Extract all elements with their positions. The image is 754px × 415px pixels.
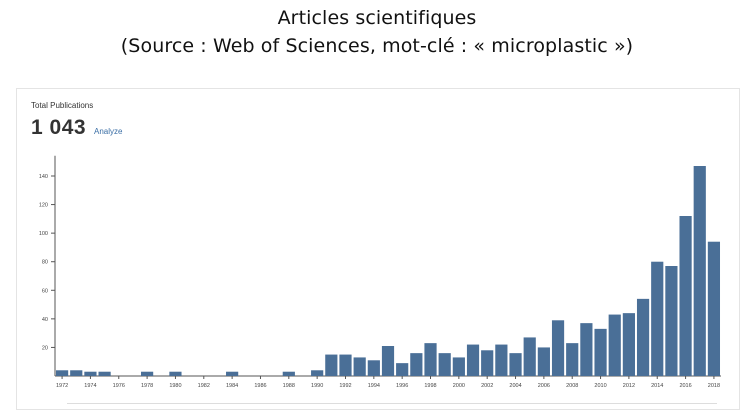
x-tick-label: 1976 (113, 383, 125, 389)
x-tick-label: 1974 (84, 383, 96, 389)
bar-2014 (651, 261, 664, 376)
bar-1975 (98, 371, 111, 376)
x-tick-label: 2004 (509, 383, 521, 389)
x-tick-label: 2002 (481, 383, 493, 389)
x-tick-label: 2006 (538, 383, 550, 389)
bar-2001 (466, 344, 480, 376)
bar-1995 (381, 346, 395, 376)
bar-2000 (452, 357, 465, 376)
bar-1984 (226, 371, 239, 376)
x-tick-label: 2000 (453, 383, 465, 389)
x-tick-label: 2008 (566, 383, 578, 389)
y-tick-label: 60 (42, 288, 48, 294)
bar-1972 (55, 370, 69, 376)
bar-2003 (495, 344, 508, 376)
x-tick-label: 2018 (708, 383, 720, 389)
x-tick-label: 1994 (368, 383, 380, 389)
bar-1974 (84, 371, 97, 376)
total-publications-value: 1 043 (31, 116, 87, 139)
bar-2015 (665, 266, 678, 376)
publications-panel: Total Publications 1 043 Analyze 20 40 60 8… (16, 88, 740, 410)
bar-2017 (693, 166, 706, 376)
bar-2008 (566, 343, 579, 376)
bar-2012 (622, 313, 635, 376)
bar-1980 (169, 371, 182, 376)
bar-1978 (141, 371, 154, 376)
bar-2016 (679, 216, 692, 376)
bar-2005 (523, 337, 536, 376)
x-tick-label: 1972 (56, 383, 68, 389)
bar-1988 (282, 371, 295, 376)
slide-title-block: Articles scientifiques (Source : Web of … (0, 0, 754, 58)
x-tick-label: 1992 (339, 383, 351, 389)
slide-title: Articles scientifiques (277, 7, 477, 29)
bar-1991 (325, 354, 338, 376)
bar-1997 (410, 353, 423, 376)
x-tick-label: 2016 (679, 383, 691, 389)
bar-2009 (580, 323, 593, 376)
bar-1996 (396, 363, 409, 376)
x-tick-label: 1996 (396, 383, 408, 389)
bar-1990 (311, 370, 324, 376)
bar-2018 (707, 241, 721, 376)
bar-1992 (339, 354, 352, 376)
total-publications-label: Total Publications (31, 101, 94, 110)
publications-bar-chart: 20 40 60 80 100 120 140 1972 1974 1976 1978 1980 198… (39, 155, 721, 389)
x-tick-label: 1980 (169, 383, 181, 389)
bar-2011 (608, 314, 621, 376)
x-tick-label: 1990 (311, 383, 323, 389)
bar-1994 (367, 360, 380, 376)
bar-1998 (424, 343, 437, 376)
bar-2007 (551, 320, 565, 376)
analyze-link[interactable]: Analyze (94, 127, 123, 136)
x-tick-label: 1978 (141, 383, 153, 389)
bar-2004 (509, 353, 522, 376)
y-tick-label: 100 (39, 231, 48, 237)
x-tick-label: 1982 (198, 383, 210, 389)
y-tick-label: 120 (39, 203, 48, 209)
bar-1999 (438, 353, 451, 376)
y-tick-label: 140 (39, 174, 48, 180)
slide-subtitle: (Source : Web of Sciences, mot-clé : « m… (120, 35, 634, 57)
panel-divider (67, 403, 717, 404)
x-tick-label: 1998 (424, 383, 436, 389)
y-tick-label: 40 (42, 317, 48, 323)
bar-2002 (481, 350, 494, 376)
bar-1973 (70, 370, 83, 376)
bar-2013 (636, 298, 650, 376)
bar-2010 (594, 328, 607, 376)
x-tick-label: 1986 (254, 383, 266, 389)
y-tick-label: 80 (42, 260, 48, 266)
y-tick-label: 20 (42, 345, 48, 351)
x-tick-label: 2012 (623, 383, 635, 389)
x-tick-label: 1984 (226, 383, 238, 389)
bar-1993 (353, 357, 366, 376)
x-tick-label: 2014 (651, 383, 663, 389)
bar-2006 (537, 347, 550, 376)
x-tick-label: 2010 (594, 383, 606, 389)
x-tick-label: 1988 (283, 383, 295, 389)
